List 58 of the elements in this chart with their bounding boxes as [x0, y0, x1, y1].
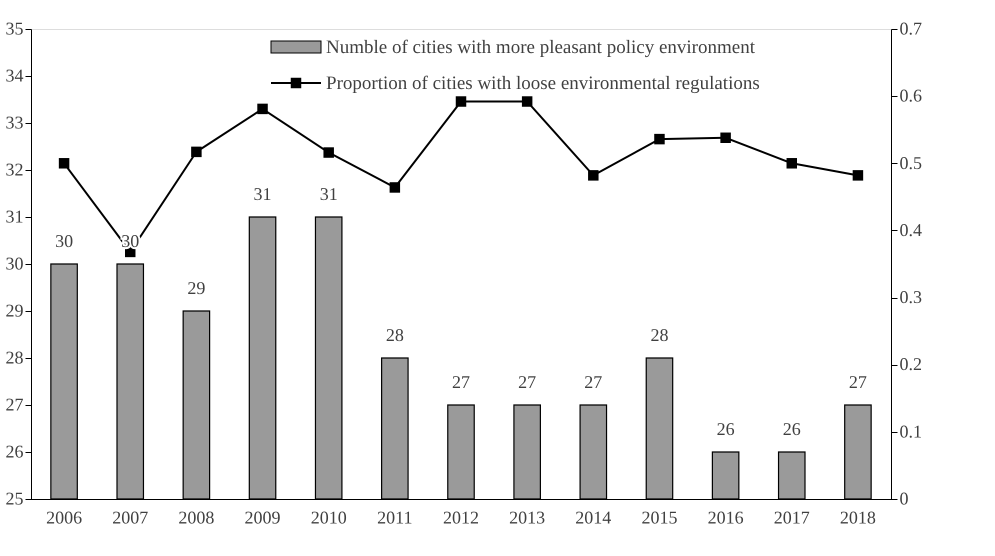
- point: [456, 96, 466, 107]
- y2-tick-label: 0.6: [900, 86, 922, 106]
- x-tick-label: 2013: [509, 508, 546, 528]
- y2-tick-label: 0: [900, 488, 908, 508]
- y-tick-label: 28: [6, 348, 24, 368]
- data-label: 28: [386, 325, 404, 345]
- x-tick-label: 2016: [708, 508, 744, 528]
- y2-tick-label: 0.3: [900, 287, 922, 308]
- point: [323, 147, 334, 158]
- y-tick-label: 27: [6, 394, 24, 414]
- data-label: 30: [55, 231, 74, 251]
- x-tick-label: 2008: [178, 508, 214, 528]
- point: [588, 170, 599, 181]
- legend-label: Numble of cities with more pleasant policy environment: [326, 37, 756, 58]
- x-tick-label: 2018: [840, 508, 876, 528]
- data-label: 26: [782, 419, 801, 439]
- x-tick-label: 2007: [112, 508, 148, 528]
- y-tick-label: 33: [6, 112, 24, 132]
- point: [257, 104, 268, 114]
- point: [522, 96, 532, 107]
- data-label: 29: [187, 278, 206, 298]
- point: [390, 182, 400, 193]
- legend-label: Proportion of cities with loose environmental regulations: [326, 73, 760, 94]
- data-label: 31: [320, 184, 338, 204]
- y2-tick-label: 0.4: [900, 220, 922, 240]
- data-label: 27: [848, 372, 867, 392]
- point: [191, 146, 202, 158]
- data-label: 27: [518, 372, 536, 392]
- data-label: 27: [584, 372, 602, 392]
- x-tick-label: 2009: [244, 508, 281, 528]
- y-tick-label: 30: [6, 254, 24, 274]
- data-label: 28: [650, 325, 668, 345]
- point: [786, 158, 798, 169]
- point: [852, 170, 864, 181]
- x-tick-label: 2015: [641, 508, 678, 528]
- x-tick-label: 2014: [575, 508, 612, 528]
- y-tick-label: 29: [6, 300, 24, 320]
- x-tick-label: 2012: [443, 508, 479, 528]
- y2-tick-label: 0.2: [900, 354, 922, 374]
- x-tick-label: 2011: [377, 508, 413, 528]
- data-label: 27: [452, 372, 470, 392]
- y2-tick-label: 0.7: [900, 18, 922, 38]
- y-tick-label: 26: [6, 442, 24, 462]
- point: [654, 134, 665, 144]
- x-tick-label: 2006: [46, 508, 82, 528]
- y2-tick-label: 0.1: [900, 421, 922, 442]
- x-tick-label: 2017: [774, 508, 810, 528]
- y-tick-label: 25: [6, 488, 24, 508]
- y-tick-label: 32: [6, 160, 24, 180]
- y-tick-label: 35: [6, 18, 24, 38]
- point: [58, 158, 70, 169]
- point: [720, 132, 731, 144]
- data-label: 26: [716, 419, 735, 439]
- data-label: 31: [254, 184, 272, 204]
- y2-tick-label: 0.5: [900, 152, 922, 173]
- y-tick-label: 31: [6, 206, 24, 226]
- x-tick-label: 2010: [310, 508, 347, 528]
- y-tick-label: 34: [6, 66, 24, 86]
